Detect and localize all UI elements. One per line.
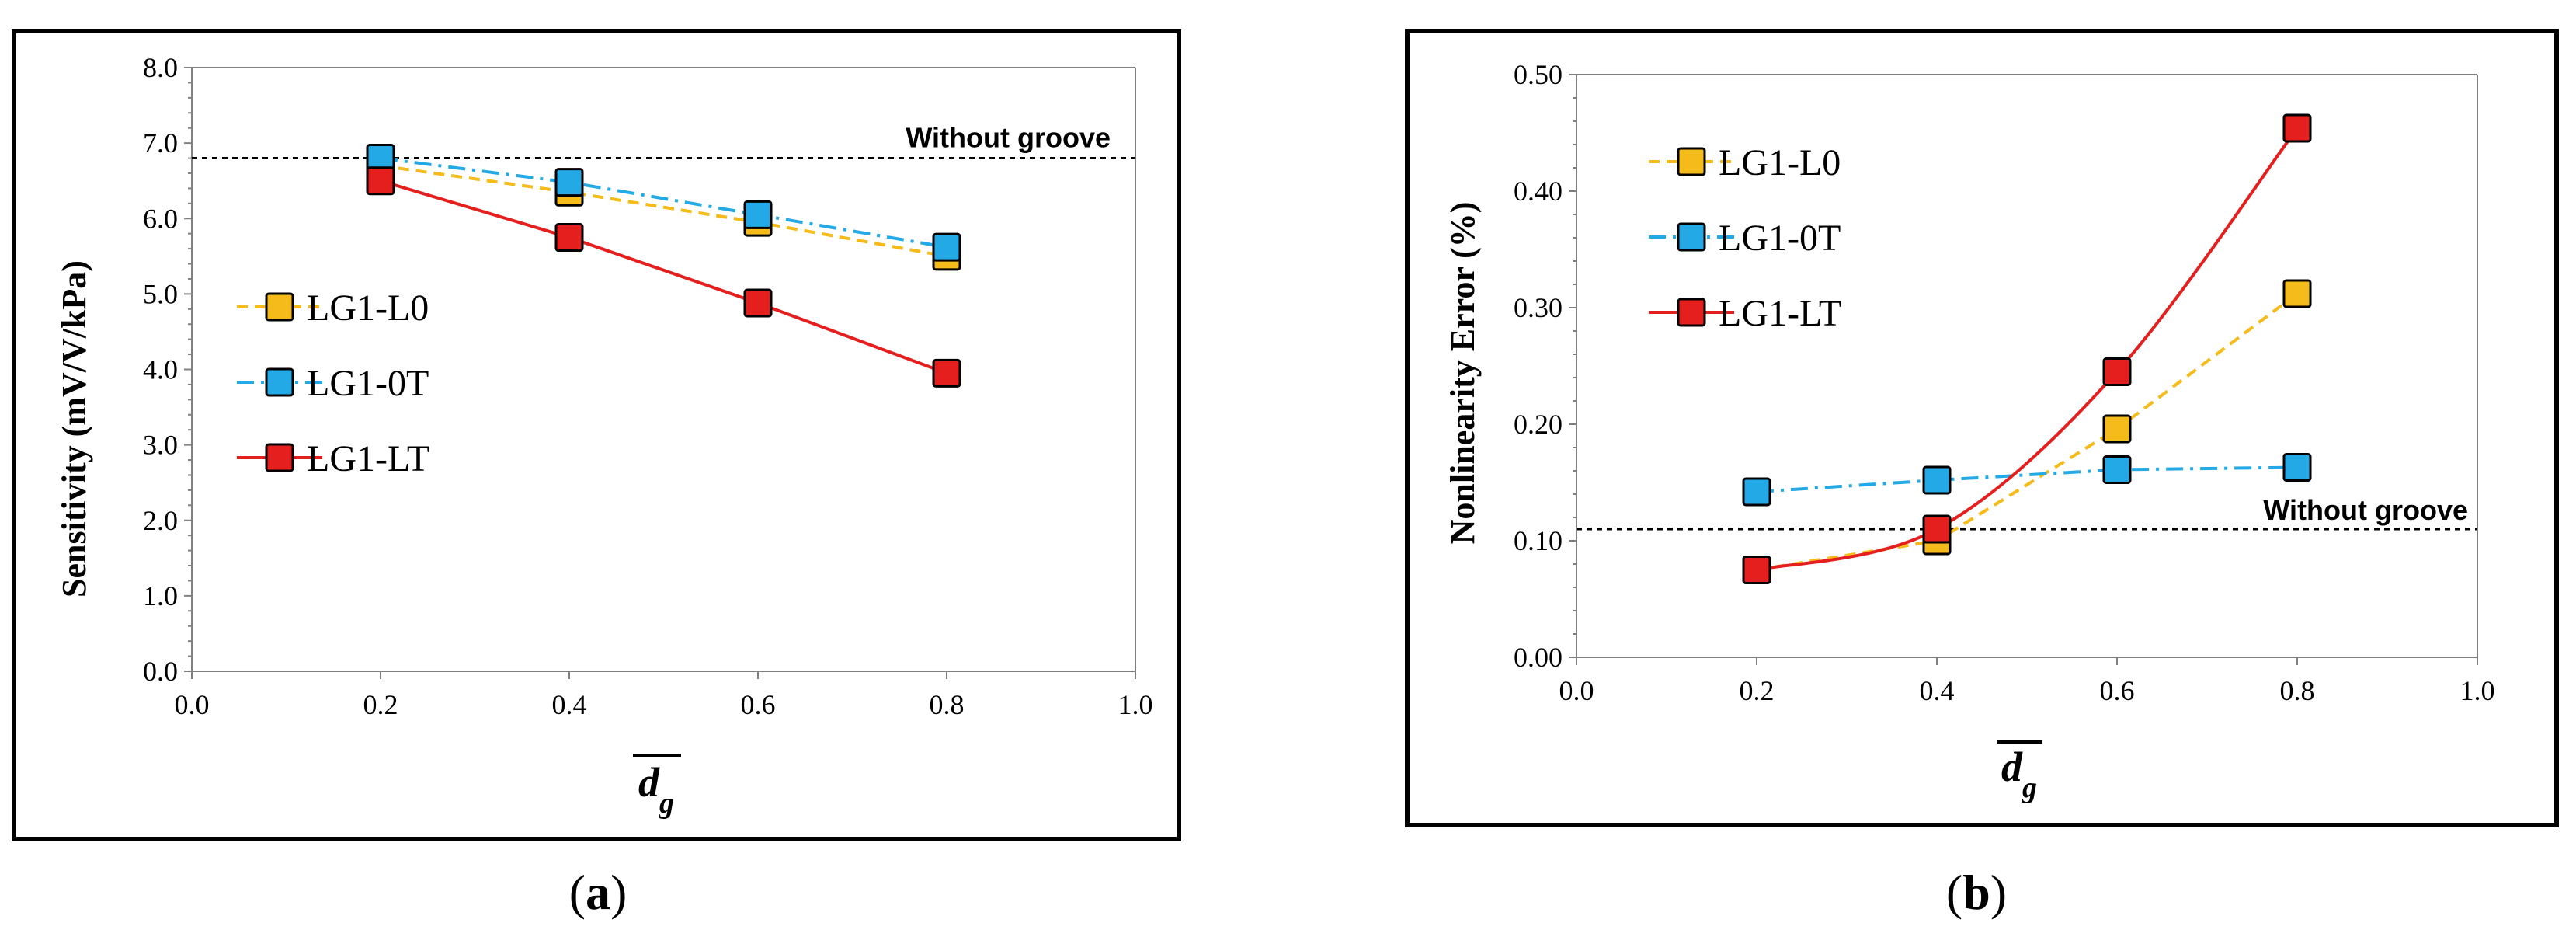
chart-b-y-axis-label: Nonlinearity Error (%) [1444,202,1482,545]
chart-b-legend-label: LG1-0T [1719,218,1841,259]
chart-b-x-tick-label: 0.6 [2100,675,2135,706]
chart-b-point-lg1-lt [1742,556,1771,584]
chart-b-y-tick-label: 0.20 [1514,409,1563,440]
chart-b-x-tick-label: 0.2 [1740,675,1775,706]
chart-a-y-axis-label: Sensitivity (mV/V/kPa) [55,260,93,597]
chart-a-x-tick-label: 0.0 [175,689,210,720]
chart-a-y-tick-label: 6.0 [143,203,178,234]
chart-b-point-lg1-0t [1922,465,1952,495]
chart-b-x-tick-label: 1.0 [2460,675,2495,706]
chart-a-point-lg1-lt [743,288,773,318]
chart-b-x-tick-label: 0.8 [2280,675,2315,706]
chart-b-legend-label: LG1-L0 [1719,142,1841,183]
chart-b-series-line-lg1-0t [1756,465,2298,493]
chart-b-x-tick-label: 0.4 [1920,675,1955,706]
chart-panel-b: 0.00 0.10 0.20 0.30 0.40 0.50 0.0 0.2 0.4 0.6 0.8 1… [1367,0,2576,933]
chart-b-point-lg1-l0 [2102,414,2132,444]
chart-a-series-line-lg1-0t [380,156,947,249]
chart-a-x-tick-label: 0.4 [552,689,587,720]
chart-a-frame [12,29,1181,841]
chart-a-plot: 0.0 1.0 2.0 3.0 4.0 5.0 6.0 7.0 8.0 0.0 0.2 0.4 0.6 0… [143,52,1153,720]
chart-b-point-lg1-lt [2102,357,2132,386]
chart-a-point-lg1-lt [554,223,584,253]
chart-a-point-lg1-lt [932,358,961,388]
chart-a-y-tick-label: 1.0 [143,580,178,611]
chart-b-point-lg1-0t [2102,455,2132,484]
chart-a-series-line-lg1-lt [380,179,947,375]
chart-b-reference-label: Without groove [2263,494,2468,526]
chart-b-x-tick-label: 0.0 [1559,675,1594,706]
chart-b-y-tick-label: 0.50 [1514,59,1563,90]
chart-b-frame [1405,29,2559,827]
chart-b-y-tick-label: 0.40 [1514,176,1563,207]
chart-b-caption: (b) [1946,865,2007,920]
chart-a-legend-marker-lg1-0t [265,367,294,397]
chart-b-point-lg1-0t [1742,477,1771,507]
chart-b-y-tick-label: 0.10 [1514,525,1563,556]
chart-b-legend-marker-lg1-0t [1677,222,1706,252]
chart-panel-a: 0.0 1.0 2.0 3.0 4.0 5.0 6.0 7.0 8.0 0.0 0.2 0.4 0.6 0… [0,0,1212,933]
chart-a-y-tick-label: 8.0 [143,52,178,83]
chart-a-x-tick-label: 0.8 [930,689,965,720]
chart-b-plot: 0.00 0.10 0.20 0.30 0.40 0.50 0.0 0.2 0.4 0.6 0.8 1… [1514,59,2495,706]
chart-b-legend-marker-lg1-lt [1677,298,1706,327]
chart-b: 0.00 0.10 0.20 0.30 0.40 0.50 0.0 0.2 0.4 0.6 0.8 1… [1405,29,2559,920]
chart-b-legend-label: LG1-LT [1719,293,1841,334]
chart-b-x-axis-label: dg [2001,744,2037,804]
chart-a-legend-label: LG1-0T [307,363,429,404]
chart-a-y-tick-label: 4.0 [143,354,178,385]
chart-a-legend-marker-lg1-l0 [265,292,294,322]
chart-b-point-lg1-0t [2282,453,2312,482]
chart-a-point-lg1-0t [932,232,961,262]
chart-a-reference-label: Without groove [906,122,1111,154]
chart-a-x-axis-label: dg [638,759,674,820]
chart-b-y-tick-label: 0.00 [1514,642,1563,673]
chart-a-y-tick-label: 7.0 [143,127,178,158]
chart-a-legend-label: LG1-L0 [307,287,429,329]
chart-a-y-tick-label: 0.0 [143,656,178,687]
chart-a-point-lg1-0t [743,200,773,229]
chart-b-point-lg1-lt [1922,514,1952,544]
chart-b-y-tick-label: 0.30 [1514,292,1563,323]
chart-a-y-tick-label: 3.0 [143,430,178,461]
chart-a-y-tick-label: 5.0 [143,278,178,309]
chart-b-point-lg1-lt [2282,113,2312,143]
chart-a-x-tick-label: 0.6 [741,689,776,720]
chart-a-series-line-lg1-l0 [380,164,947,258]
chart-a-x-tick-label: 0.2 [363,689,398,720]
chart-a: 0.0 1.0 2.0 3.0 4.0 5.0 6.0 7.0 8.0 0.0 0.2 0.4 0.6 0… [12,29,1181,920]
chart-a-legend-label: LG1-LT [307,438,429,479]
chart-b-series-line-lg1-lt [1756,127,2299,572]
chart-a-x-tick-label: 1.0 [1118,689,1153,720]
chart-b-series-line-lg1-l0 [1756,292,2299,572]
chart-a-caption: (a) [569,865,627,920]
chart-a-point-lg1-lt [366,166,395,196]
chart-b-point-lg1-l0 [2282,279,2312,308]
chart-a-legend-marker-lg1-lt [265,443,294,472]
chart-b-legend-marker-lg1-l0 [1677,147,1706,176]
chart-a-point-lg1-0t [554,168,584,197]
chart-a-y-tick-label: 2.0 [143,505,178,536]
